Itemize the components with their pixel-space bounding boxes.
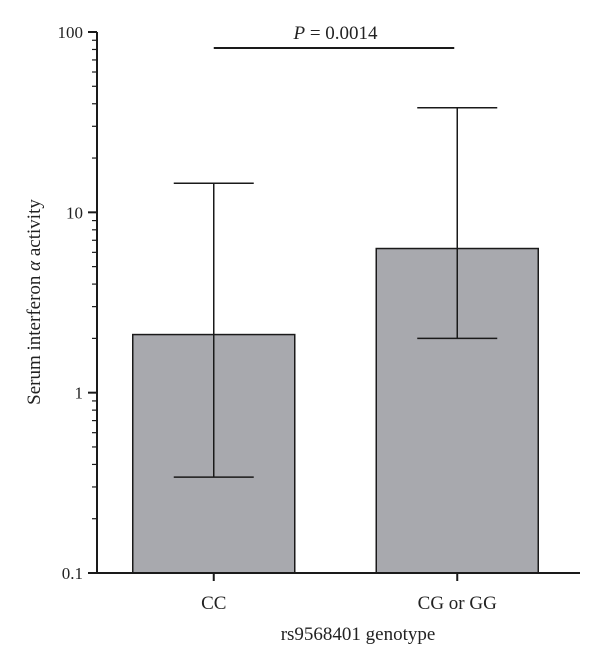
significance-annotation: P = 0.0014 xyxy=(213,23,455,49)
y-axis-title-prefix: Serum interferon xyxy=(24,271,45,405)
y-axis-title: Serum interferon α activity xyxy=(24,199,45,405)
p-value-text: = 0.0014 xyxy=(305,23,378,44)
y-tick-label: 10 xyxy=(66,203,83,222)
error-bars-layer xyxy=(173,107,498,478)
p-symbol: P xyxy=(292,23,305,44)
y-tick-label: 100 xyxy=(58,23,84,42)
bars-layer xyxy=(132,247,539,574)
x-tick-label: CC xyxy=(201,593,226,614)
x-tick-label: CG or GG xyxy=(418,593,497,614)
y-ticks-layer: 0.1 1 10 100 xyxy=(58,23,97,583)
y-axis-title-symbol: α xyxy=(24,260,45,271)
y-axis-title-suffix: activity xyxy=(24,199,45,261)
p-value-label: P = 0.0014 xyxy=(292,23,378,44)
x-categories-layer: CC CG or GG xyxy=(201,573,497,614)
y-tick-label: 0.1 xyxy=(62,564,83,583)
y-tick-label: 1 xyxy=(75,384,84,403)
axes-layer xyxy=(96,32,580,574)
x-axis-title: rs9568401 genotype xyxy=(281,624,436,645)
